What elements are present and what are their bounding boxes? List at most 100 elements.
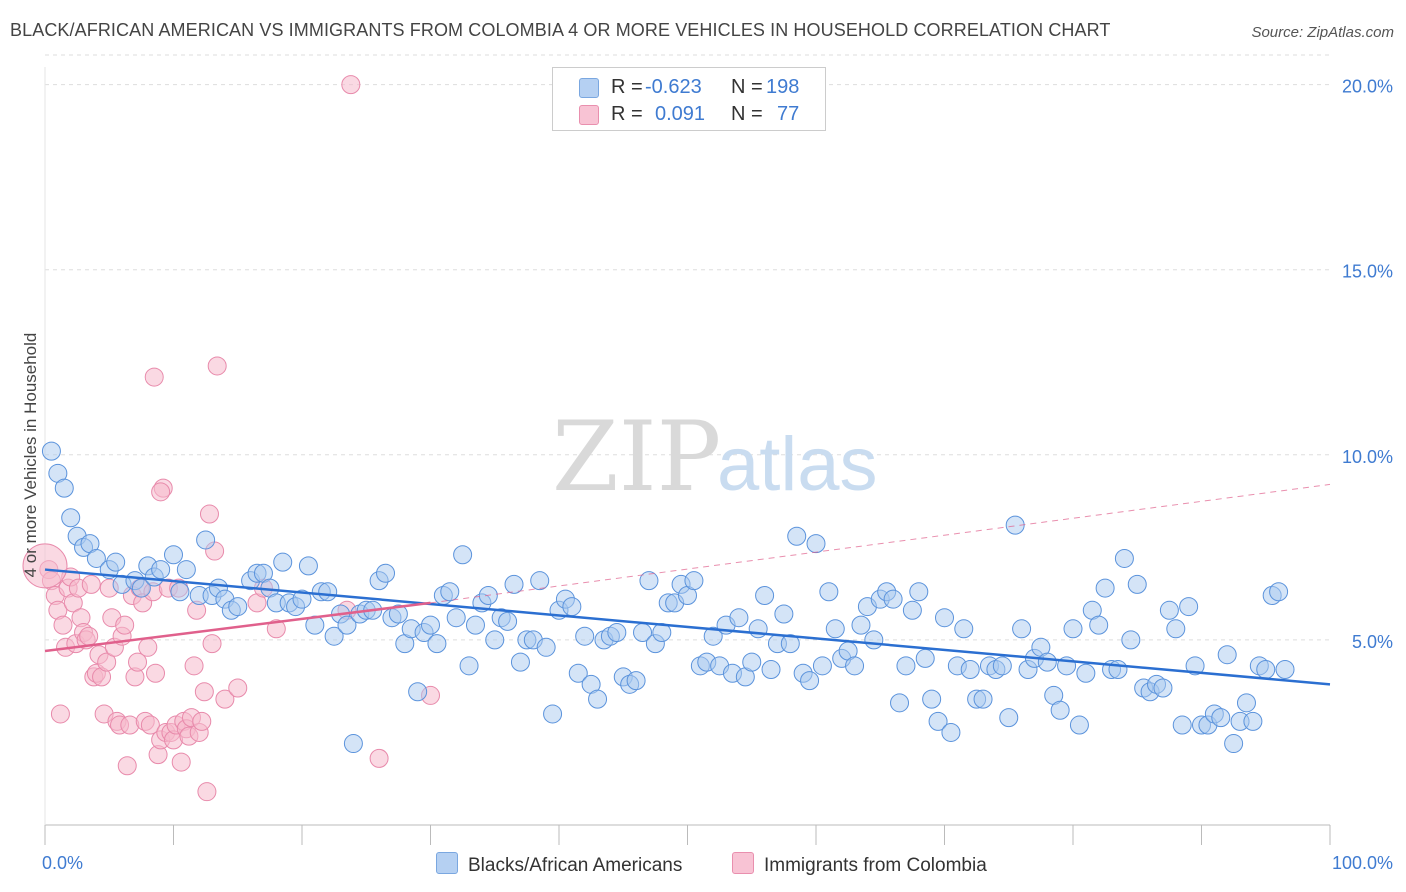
point-black — [1114, 548, 1134, 568]
point-black — [408, 682, 428, 702]
point-black — [800, 671, 820, 691]
correlation-legend: R = -0.623 N = 198 R = 0.091 N = 77 — [552, 67, 826, 131]
point-black — [1121, 630, 1141, 650]
point-black — [896, 656, 916, 676]
point-black — [819, 582, 839, 602]
point-black — [1166, 619, 1186, 639]
point-black — [485, 630, 505, 650]
point-black — [1159, 600, 1179, 620]
point-black — [562, 597, 582, 617]
point-colombia — [215, 689, 235, 709]
point-black — [761, 660, 781, 680]
bottom-legend-swatch-pink — [732, 852, 754, 874]
point-black — [54, 478, 74, 498]
point-black — [890, 693, 910, 713]
point-black — [440, 582, 460, 602]
bottom-legend-label-colombia: Immigrants from Colombia — [764, 855, 987, 876]
point-black — [909, 582, 929, 602]
point-colombia — [140, 715, 160, 735]
point-black — [292, 589, 312, 609]
point-black — [568, 663, 588, 683]
point-black — [421, 615, 440, 635]
point-black — [1095, 578, 1115, 598]
point-black — [376, 563, 396, 583]
point-black — [1269, 582, 1289, 602]
point-black — [684, 571, 704, 591]
point-black — [498, 611, 518, 631]
y-tick-label: 20.0% — [1342, 77, 1393, 97]
legend-r-label: R = — [611, 103, 643, 125]
point-black — [427, 634, 447, 654]
point-colombia — [341, 75, 361, 95]
point-black — [806, 534, 826, 554]
watermark-zip: ZIP — [552, 401, 721, 513]
point-black — [992, 656, 1012, 676]
point-colombia-large — [22, 543, 68, 589]
point-colombia — [79, 626, 99, 646]
point-colombia — [207, 356, 227, 376]
x-tick-label-min: 0.0% — [42, 853, 83, 873]
bottom-legend-colombia: Immigrants from Colombia — [732, 852, 987, 877]
point-colombia — [146, 663, 166, 683]
point-colombia — [151, 482, 171, 502]
point-colombia — [138, 637, 158, 657]
point-colombia — [197, 782, 217, 802]
point-black — [780, 634, 800, 654]
point-black — [1127, 574, 1147, 594]
source-label: Source: ZipAtlas.com — [1251, 24, 1394, 41]
point-black — [729, 608, 749, 628]
point-black — [1224, 734, 1244, 754]
point-black — [337, 615, 357, 635]
point-colombia — [50, 704, 70, 724]
point-black — [543, 704, 563, 724]
point-black — [864, 630, 884, 650]
point-black — [1069, 715, 1089, 735]
point-black — [588, 689, 608, 709]
point-black — [318, 582, 338, 602]
point-black — [453, 545, 473, 565]
point-colombia — [266, 619, 286, 639]
point-black — [607, 623, 627, 642]
point-black — [774, 604, 794, 624]
trend-lines — [44, 483, 1331, 686]
watermark: ZIP atlas — [552, 401, 878, 513]
point-black — [928, 711, 948, 731]
point-black — [935, 608, 954, 628]
point-black — [61, 508, 81, 528]
point-colombia — [199, 504, 219, 524]
point-black — [755, 585, 775, 605]
point-black — [787, 526, 807, 546]
legend-r-label: R = — [611, 76, 643, 98]
point-black — [999, 708, 1019, 728]
point-black — [960, 660, 980, 680]
colombia-points — [22, 75, 440, 802]
point-black — [1172, 715, 1192, 735]
y-tick-label: 5.0% — [1352, 632, 1393, 652]
point-black — [446, 608, 466, 628]
point-black — [1275, 660, 1295, 680]
point-black — [883, 589, 903, 609]
y-tick-label: 15.0% — [1342, 262, 1393, 282]
y-tick-labels: 5.0% 10.0% 15.0% 20.0% — [1342, 77, 1393, 652]
point-black — [164, 545, 183, 565]
point-black — [196, 530, 216, 550]
point-black — [536, 637, 556, 657]
point-black — [273, 552, 293, 572]
legend-n-label: N = — [731, 103, 763, 125]
point-black — [812, 656, 832, 676]
point-black — [465, 615, 485, 635]
point-colombia — [97, 652, 117, 672]
grid-lines — [45, 54, 1330, 641]
point-black — [170, 582, 190, 602]
point-colombia — [171, 752, 191, 772]
bottom-legend-blacks: Blacks/African Americans — [436, 852, 682, 877]
point-black — [530, 571, 550, 591]
legend-n-value: 77 — [777, 103, 800, 125]
watermark-atlas: atlas — [717, 422, 878, 507]
point-black — [1256, 660, 1276, 680]
point-black — [575, 626, 595, 646]
point-black — [1012, 619, 1032, 639]
point-black — [902, 600, 922, 620]
point-black — [1153, 678, 1173, 698]
point-colombia — [192, 711, 212, 731]
